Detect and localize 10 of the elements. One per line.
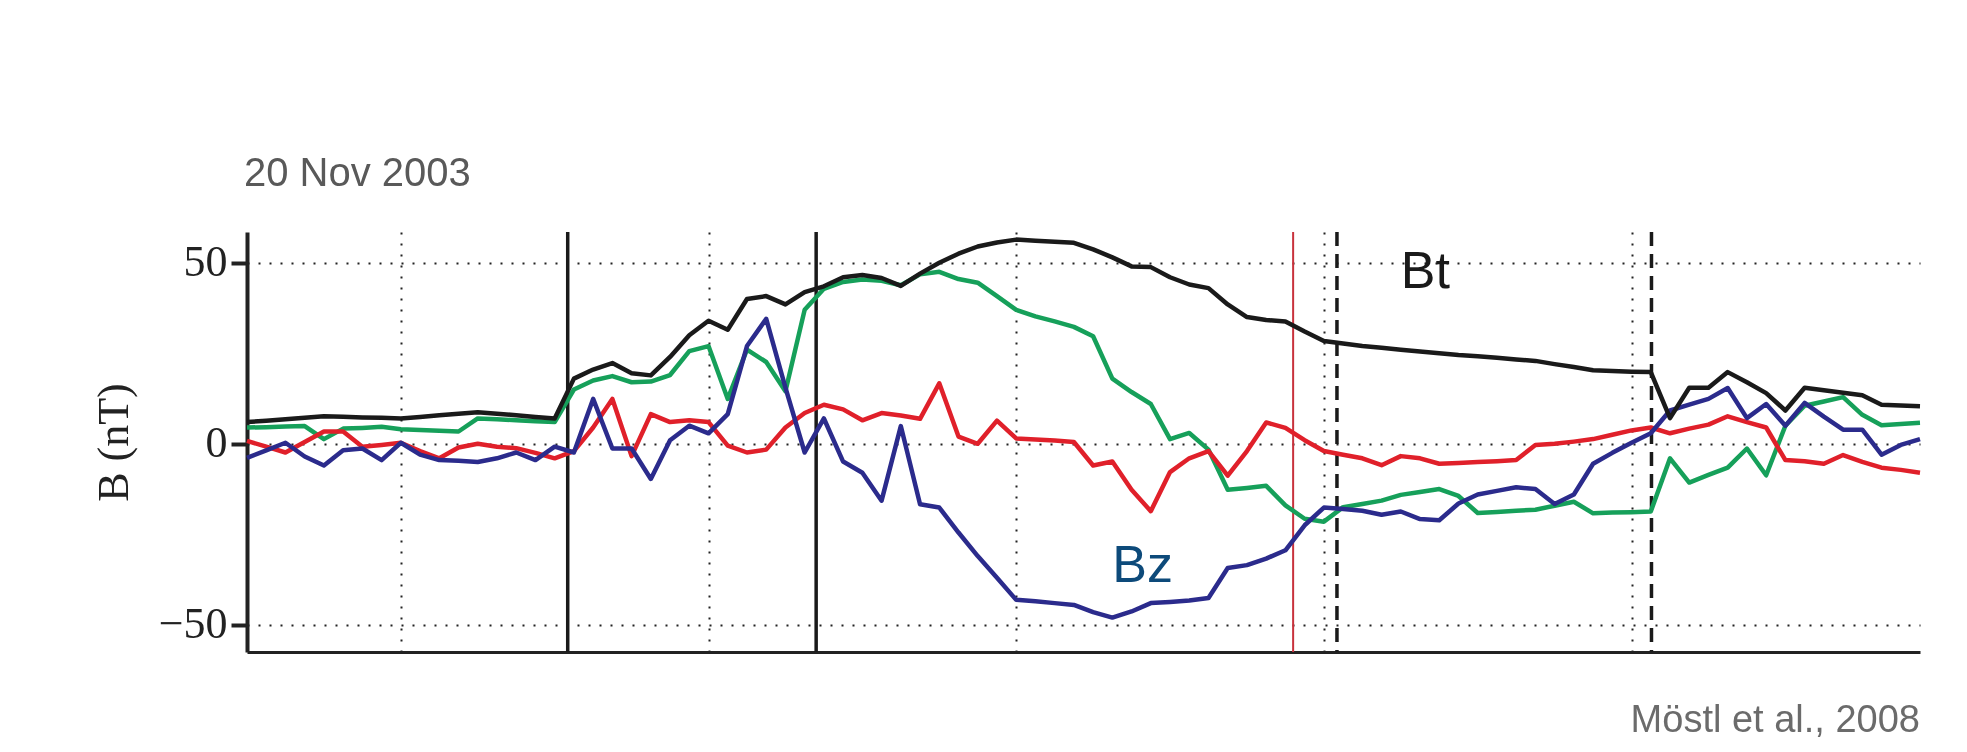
- y-tick-label: 50: [183, 237, 228, 287]
- chart-title: 20 Nov 2003: [244, 150, 471, 195]
- series-label: Bz: [1112, 534, 1174, 593]
- text: Möstl et al., 2008: [1630, 698, 1920, 740]
- y-tick-label: 0: [205, 418, 228, 468]
- y-tick-label: −50: [158, 599, 228, 649]
- series-label: Bt: [1400, 240, 1451, 299]
- y-axis-title: B (nT): [88, 383, 138, 502]
- line-series: [244, 316, 1923, 620]
- line-series: [244, 381, 1923, 514]
